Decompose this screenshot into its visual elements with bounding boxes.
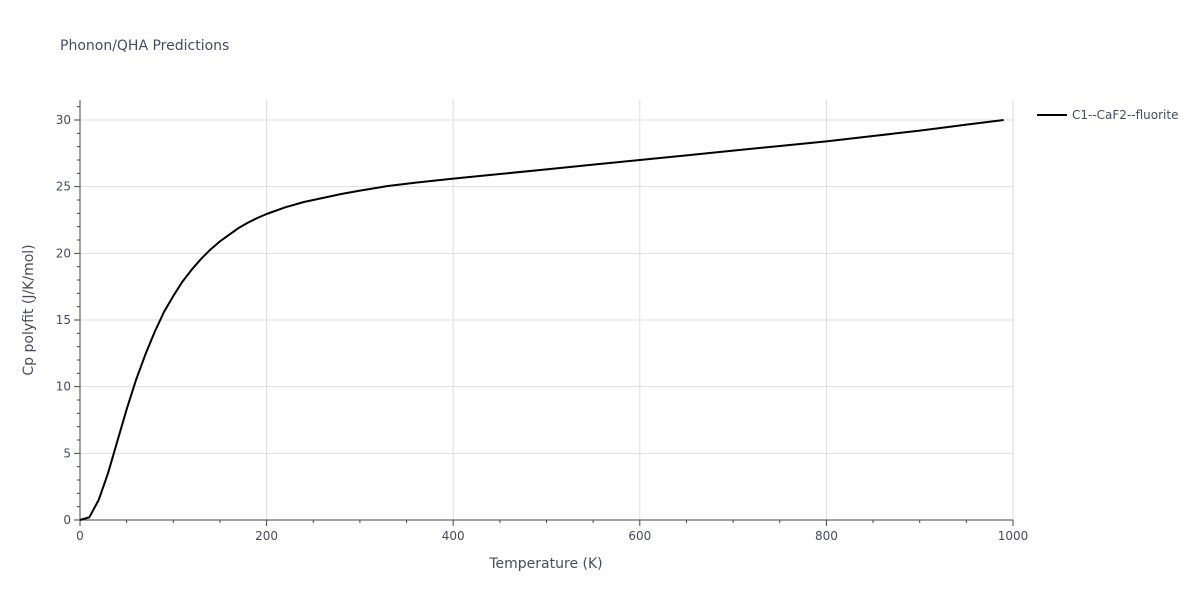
x-tick-label: 1000 xyxy=(998,529,1029,543)
x-tick-label: 0 xyxy=(76,529,84,543)
chart-title: Phonon/QHA Predictions xyxy=(60,38,229,54)
y-tick-label: 25 xyxy=(56,180,71,194)
series-layer xyxy=(79,119,1004,521)
legend-label: C1--CaF2--fluorite xyxy=(1072,108,1178,122)
y-tick-label: 10 xyxy=(56,380,71,394)
x-tick-label: 200 xyxy=(255,529,278,543)
grid-lines xyxy=(80,100,1014,520)
axes: 0 200 400 600 800 1000 0 5 10 15 20 25 30 xyxy=(56,100,1029,543)
series-line xyxy=(79,119,1004,521)
legend-item[interactable]: C1--CaF2--fluorite xyxy=(1037,108,1178,122)
y-tick-label: 15 xyxy=(56,313,71,327)
x-tick-label: 400 xyxy=(442,529,465,543)
y-tick-label: 20 xyxy=(56,246,71,260)
y-axis-title: Cp polyfit (J/K/mol) xyxy=(21,244,37,375)
x-tick-label: 800 xyxy=(815,529,838,543)
x-tick-label: 600 xyxy=(628,529,651,543)
y-tick-label: 0 xyxy=(63,513,71,527)
y-tick-label: 5 xyxy=(63,446,71,460)
y-tick-label: 30 xyxy=(56,113,71,127)
legend[interactable]: C1--CaF2--fluorite xyxy=(1037,108,1178,122)
x-axis-title: Temperature (K) xyxy=(488,556,602,572)
